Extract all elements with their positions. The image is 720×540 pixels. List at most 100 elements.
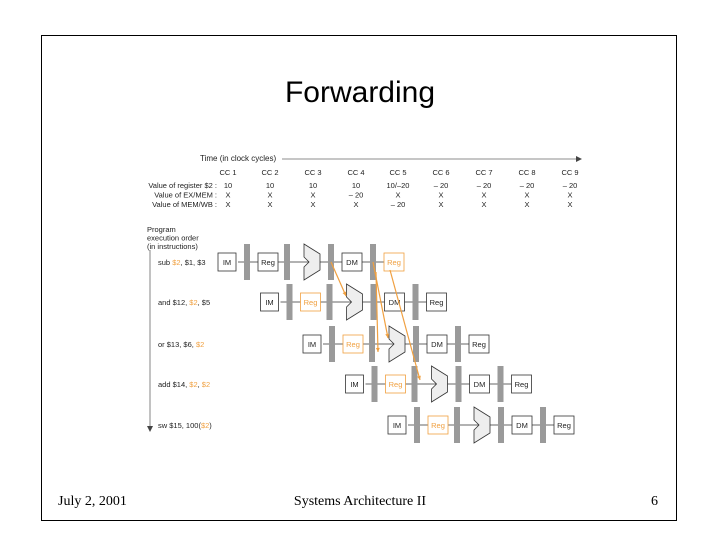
pipeline-row: IM Reg DM Reg — [260, 283, 447, 321]
instruction-text: sub — [158, 258, 172, 267]
register-highlight: $2 — [202, 380, 210, 389]
register-writeback-box — [426, 292, 447, 312]
value-cell: X — [267, 200, 272, 209]
value-cell: – 20 — [349, 191, 364, 200]
value-cell: – 20 — [477, 181, 492, 190]
register-writeback-box — [511, 374, 532, 394]
pipeline-register — [455, 366, 462, 402]
instruction-memory-label: IM — [308, 340, 316, 349]
pipeline-register — [414, 407, 420, 443]
data-memory-box — [511, 415, 533, 435]
value-cell: – 20 — [391, 200, 406, 209]
pipeline-register — [413, 326, 419, 362]
register-file-box — [342, 334, 364, 354]
pipeline-register — [498, 407, 504, 443]
instruction-text: and $12, — [158, 298, 189, 307]
pipeline-row: IM Reg DM Reg — [387, 406, 575, 444]
forwarding-arrowhead — [375, 347, 380, 352]
data-memory-label: DM — [389, 298, 401, 307]
time-axis: Time (in clock cycles) — [200, 154, 582, 163]
value-cell: X — [267, 191, 272, 200]
pipeline-register — [455, 326, 461, 362]
pipeline-register — [412, 284, 419, 320]
data-memory-label: DM — [516, 421, 528, 430]
slide-frame — [41, 35, 677, 521]
instruction-text: , $1, $3 — [181, 258, 206, 267]
value-cell: X — [438, 200, 443, 209]
footer-course-title: Systems Architecture II — [293, 494, 427, 509]
value-cell: 10/–20 — [387, 181, 410, 190]
value-cell: 10 — [352, 181, 360, 190]
pipeline-row: IM Reg DM Reg — [345, 365, 532, 403]
register-writeback-label: Reg — [557, 421, 571, 430]
cc-header: CC 2 — [261, 168, 278, 177]
value-cell: 10 — [266, 181, 274, 190]
cc-header: CC 1 — [219, 168, 236, 177]
execution-order-label-line: (in instructions) — [147, 242, 198, 251]
value-cell: X — [524, 191, 529, 200]
data-memory-box — [469, 374, 490, 394]
pipeline-register — [540, 407, 546, 443]
instruction-label: or $13, $6, $2 — [158, 340, 204, 349]
register-file-label: Reg — [389, 380, 403, 389]
register-file-box — [385, 374, 406, 394]
instruction-text: add $14, — [158, 380, 189, 389]
data-memory-label: DM — [431, 340, 443, 349]
instruction-label: sw $15, 100($2) — [158, 421, 212, 430]
instruction-memory-box — [387, 415, 407, 435]
instruction-memory-label: IM — [393, 421, 401, 430]
instruction-text: or $13, $6, — [158, 340, 196, 349]
register-file-box — [300, 292, 321, 312]
execution-order-label-line: execution order — [147, 234, 199, 243]
register-writeback-label: Reg — [472, 340, 486, 349]
cc-header: CC 9 — [561, 168, 578, 177]
instruction-text: , $5 — [198, 298, 211, 307]
alu-shape — [346, 283, 363, 321]
pipeline-register — [244, 244, 250, 280]
time-axis-arrowhead — [576, 156, 582, 162]
instruction-memory-box — [260, 292, 279, 312]
pipeline-register — [411, 366, 418, 402]
data-memory-box — [341, 252, 363, 272]
register-file-box — [427, 415, 449, 435]
register-writeback-box — [553, 415, 575, 435]
slide-title: Forwarding — [284, 76, 436, 109]
time-axis-label: Time (in clock cycles) — [200, 154, 276, 163]
register-highlight: $2 — [189, 298, 197, 307]
instruction-text: ) — [209, 421, 212, 430]
value-cell: X — [481, 191, 486, 200]
instruction-text: sw $15, 100( — [158, 421, 201, 430]
register-file-label: Reg — [431, 421, 445, 430]
register-highlight: $2 — [189, 380, 197, 389]
forwarding-path — [330, 261, 347, 297]
value-cell: X — [310, 200, 315, 209]
instruction-memory-label: IM — [265, 298, 273, 307]
pipeline-register — [326, 284, 333, 320]
alu-shape — [431, 365, 448, 403]
forwarding-arrowhead — [385, 333, 390, 338]
footer-date: July 2, 2001 — [58, 494, 127, 509]
register-writeback-label: Reg — [387, 258, 401, 267]
value-cell: X — [524, 200, 529, 209]
instruction-memory-label: IM — [223, 258, 231, 267]
value-cell: – 20 — [434, 181, 449, 190]
cc-header: CC 6 — [432, 168, 449, 177]
instruction-label: add $14, $2, $2 — [158, 380, 210, 389]
value-row-label: Value of register $2 : — [148, 181, 217, 190]
value-row-label: Value of MEM/WB : — [152, 200, 217, 209]
pipeline-row: IM Reg DM Reg — [302, 325, 490, 363]
value-cell: X — [567, 191, 572, 200]
pipeline-register — [454, 407, 460, 443]
value-cell: 10 — [224, 181, 232, 190]
execution-order-arrowhead — [147, 426, 153, 432]
register-highlight: $2 — [201, 421, 209, 430]
value-cell: – 20 — [563, 181, 578, 190]
value-cell: – 20 — [520, 181, 535, 190]
pipeline-register — [497, 366, 504, 402]
value-row-label: Value of EX/MEM : — [154, 191, 217, 200]
pipeline-register — [371, 366, 378, 402]
data-memory-label: DM — [474, 380, 486, 389]
instruction-label: sub $2, $1, $3 — [158, 258, 206, 267]
forwarding-arrowhead — [417, 375, 421, 380]
